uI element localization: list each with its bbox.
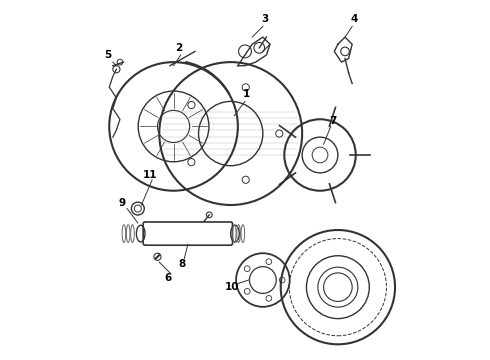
Text: 10: 10	[225, 282, 240, 292]
Text: 6: 6	[165, 273, 172, 283]
FancyBboxPatch shape	[143, 222, 232, 245]
Text: 5: 5	[104, 50, 111, 60]
Text: 11: 11	[143, 170, 158, 180]
Text: 4: 4	[350, 14, 358, 24]
Text: 9: 9	[118, 198, 125, 208]
Text: 1: 1	[243, 89, 250, 99]
Text: 7: 7	[329, 116, 336, 126]
Text: 2: 2	[175, 43, 183, 53]
Text: 8: 8	[179, 259, 186, 269]
Text: 3: 3	[261, 14, 268, 24]
